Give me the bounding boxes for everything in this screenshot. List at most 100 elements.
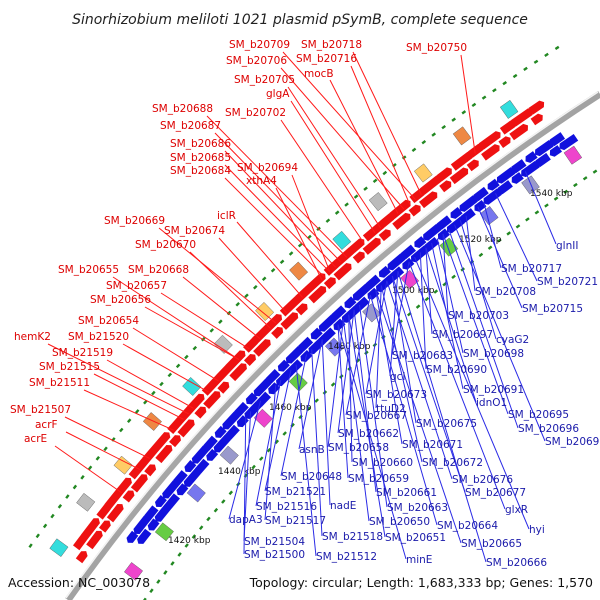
red-leader-line: [287, 86, 382, 229]
red-leader-line: [144, 306, 240, 361]
kbp-tick-label: 1500 kbp: [392, 286, 435, 296]
blue-leader-line: [408, 261, 506, 510]
gene-label: SM_b20750: [406, 42, 467, 54]
gene-label: SM_b20702: [225, 107, 286, 119]
track-marker: [218, 319, 223, 324]
forward-gene-arrow: [509, 123, 528, 141]
forward-gene-arrow: [225, 350, 246, 372]
track-marker: [251, 464, 256, 470]
reverse-gene-arrow: [365, 274, 381, 290]
gene-label: SM_b20676: [452, 474, 513, 486]
red-leader-line: [189, 251, 271, 329]
red-leader-line: [218, 237, 287, 314]
gene-label: SM_b20686: [170, 138, 231, 150]
track-marker: [441, 124, 447, 130]
forward-gene-arrow: [498, 136, 511, 149]
red-leader-line: [275, 187, 323, 280]
track-marker: [471, 102, 477, 108]
blue-leader-line: [243, 416, 247, 555]
forward-gene-arrow: [130, 474, 148, 493]
forward-gene-arrow: [106, 504, 124, 523]
track-marker: [553, 196, 559, 201]
gene-label: cyaG2: [496, 334, 529, 346]
forward-gene-arrow: [389, 199, 411, 220]
track-marker: [119, 427, 124, 433]
track-marker: [213, 507, 219, 513]
track-marker: [382, 170, 388, 176]
gene-label: SM_b20669: [104, 215, 165, 227]
track-marker: [221, 499, 226, 504]
gene-label: SM_b21516: [256, 501, 317, 513]
forward-gene-arrow: [333, 247, 355, 268]
blue-leader-line: [280, 354, 307, 477]
gene-label: SM_b20664: [437, 520, 498, 532]
gene-label: glgA: [266, 88, 290, 100]
forward-gene-arrow: [408, 204, 421, 217]
gene-label: SM_b20660: [352, 457, 413, 469]
blue-leader-line: [477, 206, 523, 309]
gene-label: SM_b20699: [545, 436, 600, 448]
feature-block: [49, 538, 69, 557]
track-marker: [259, 456, 264, 461]
forward-gene-arrow: [436, 167, 452, 182]
reverse-gene-arrow: [473, 186, 489, 202]
gene-label: SM_b20716: [296, 53, 357, 65]
forward-gene-arrow: [229, 363, 247, 382]
forward-gene-arrow: [98, 520, 111, 533]
track-marker: [134, 409, 140, 414]
track-marker: [253, 284, 258, 290]
blue-leader-line: [375, 290, 403, 445]
gene-label: ttuD2: [376, 403, 406, 415]
gene-label: SM_b20661: [376, 487, 437, 499]
feature-block: [499, 99, 519, 119]
track-marker: [35, 533, 40, 539]
feature-block: [413, 163, 433, 183]
track-marker: [433, 289, 439, 294]
red-leader-line: [214, 132, 342, 263]
track-marker: [372, 178, 378, 183]
gene-label: SM_b20697: [432, 329, 493, 341]
reverse-gene-arrow: [497, 180, 513, 195]
red-leader-line: [350, 65, 411, 205]
blue-leader-line: [524, 171, 557, 245]
blue-leader-line: [255, 379, 282, 507]
red-leader-line: [282, 51, 416, 200]
track-marker: [270, 267, 276, 273]
track-marker: [192, 345, 198, 351]
forward-gene-arrow: [96, 504, 111, 520]
track-marker: [184, 543, 189, 548]
track-marker: [573, 182, 578, 188]
reverse-gene-arrow: [534, 139, 554, 157]
track-marker: [363, 186, 368, 191]
feature-block: [479, 206, 499, 226]
red-leader-line: [206, 115, 348, 258]
track-marker: [28, 543, 33, 549]
track-marker: [126, 418, 132, 423]
gene-label: glnII: [556, 240, 578, 252]
gene-label: xthA4: [246, 175, 277, 187]
track-marker: [156, 579, 161, 584]
blue-leader-line: [359, 304, 388, 508]
forward-gene-arrow: [80, 518, 100, 540]
forward-gene-arrow: [466, 159, 479, 172]
gene-label: hemK2: [14, 331, 51, 343]
forward-gene-arrow: [481, 144, 500, 161]
forward-gene-arrow: [243, 337, 258, 353]
forward-gene-arrow: [86, 530, 103, 550]
feature-block: [186, 483, 206, 503]
track-marker: [159, 381, 164, 387]
blue-leader-line: [397, 271, 487, 563]
track-marker: [95, 455, 100, 461]
gene-label: SM_b21519: [52, 347, 113, 359]
reverse-gene-labels: glnII SM_b20717 SM_b20721 SM_b20708 SM_b…: [229, 240, 600, 569]
forward-gene-arrow: [117, 477, 132, 493]
reverse-gene-arrow: [320, 327, 336, 343]
gene-label: SM_b20708: [475, 286, 536, 298]
forward-gene-arrow: [253, 339, 271, 357]
track-marker: [149, 588, 154, 594]
forward-gene-arrow: [122, 490, 135, 503]
forward-gene-arrow: [72, 534, 88, 551]
feature-block: [332, 230, 352, 250]
gene-label: SM_b20675: [416, 418, 477, 430]
blue-leader-line: [243, 411, 252, 542]
